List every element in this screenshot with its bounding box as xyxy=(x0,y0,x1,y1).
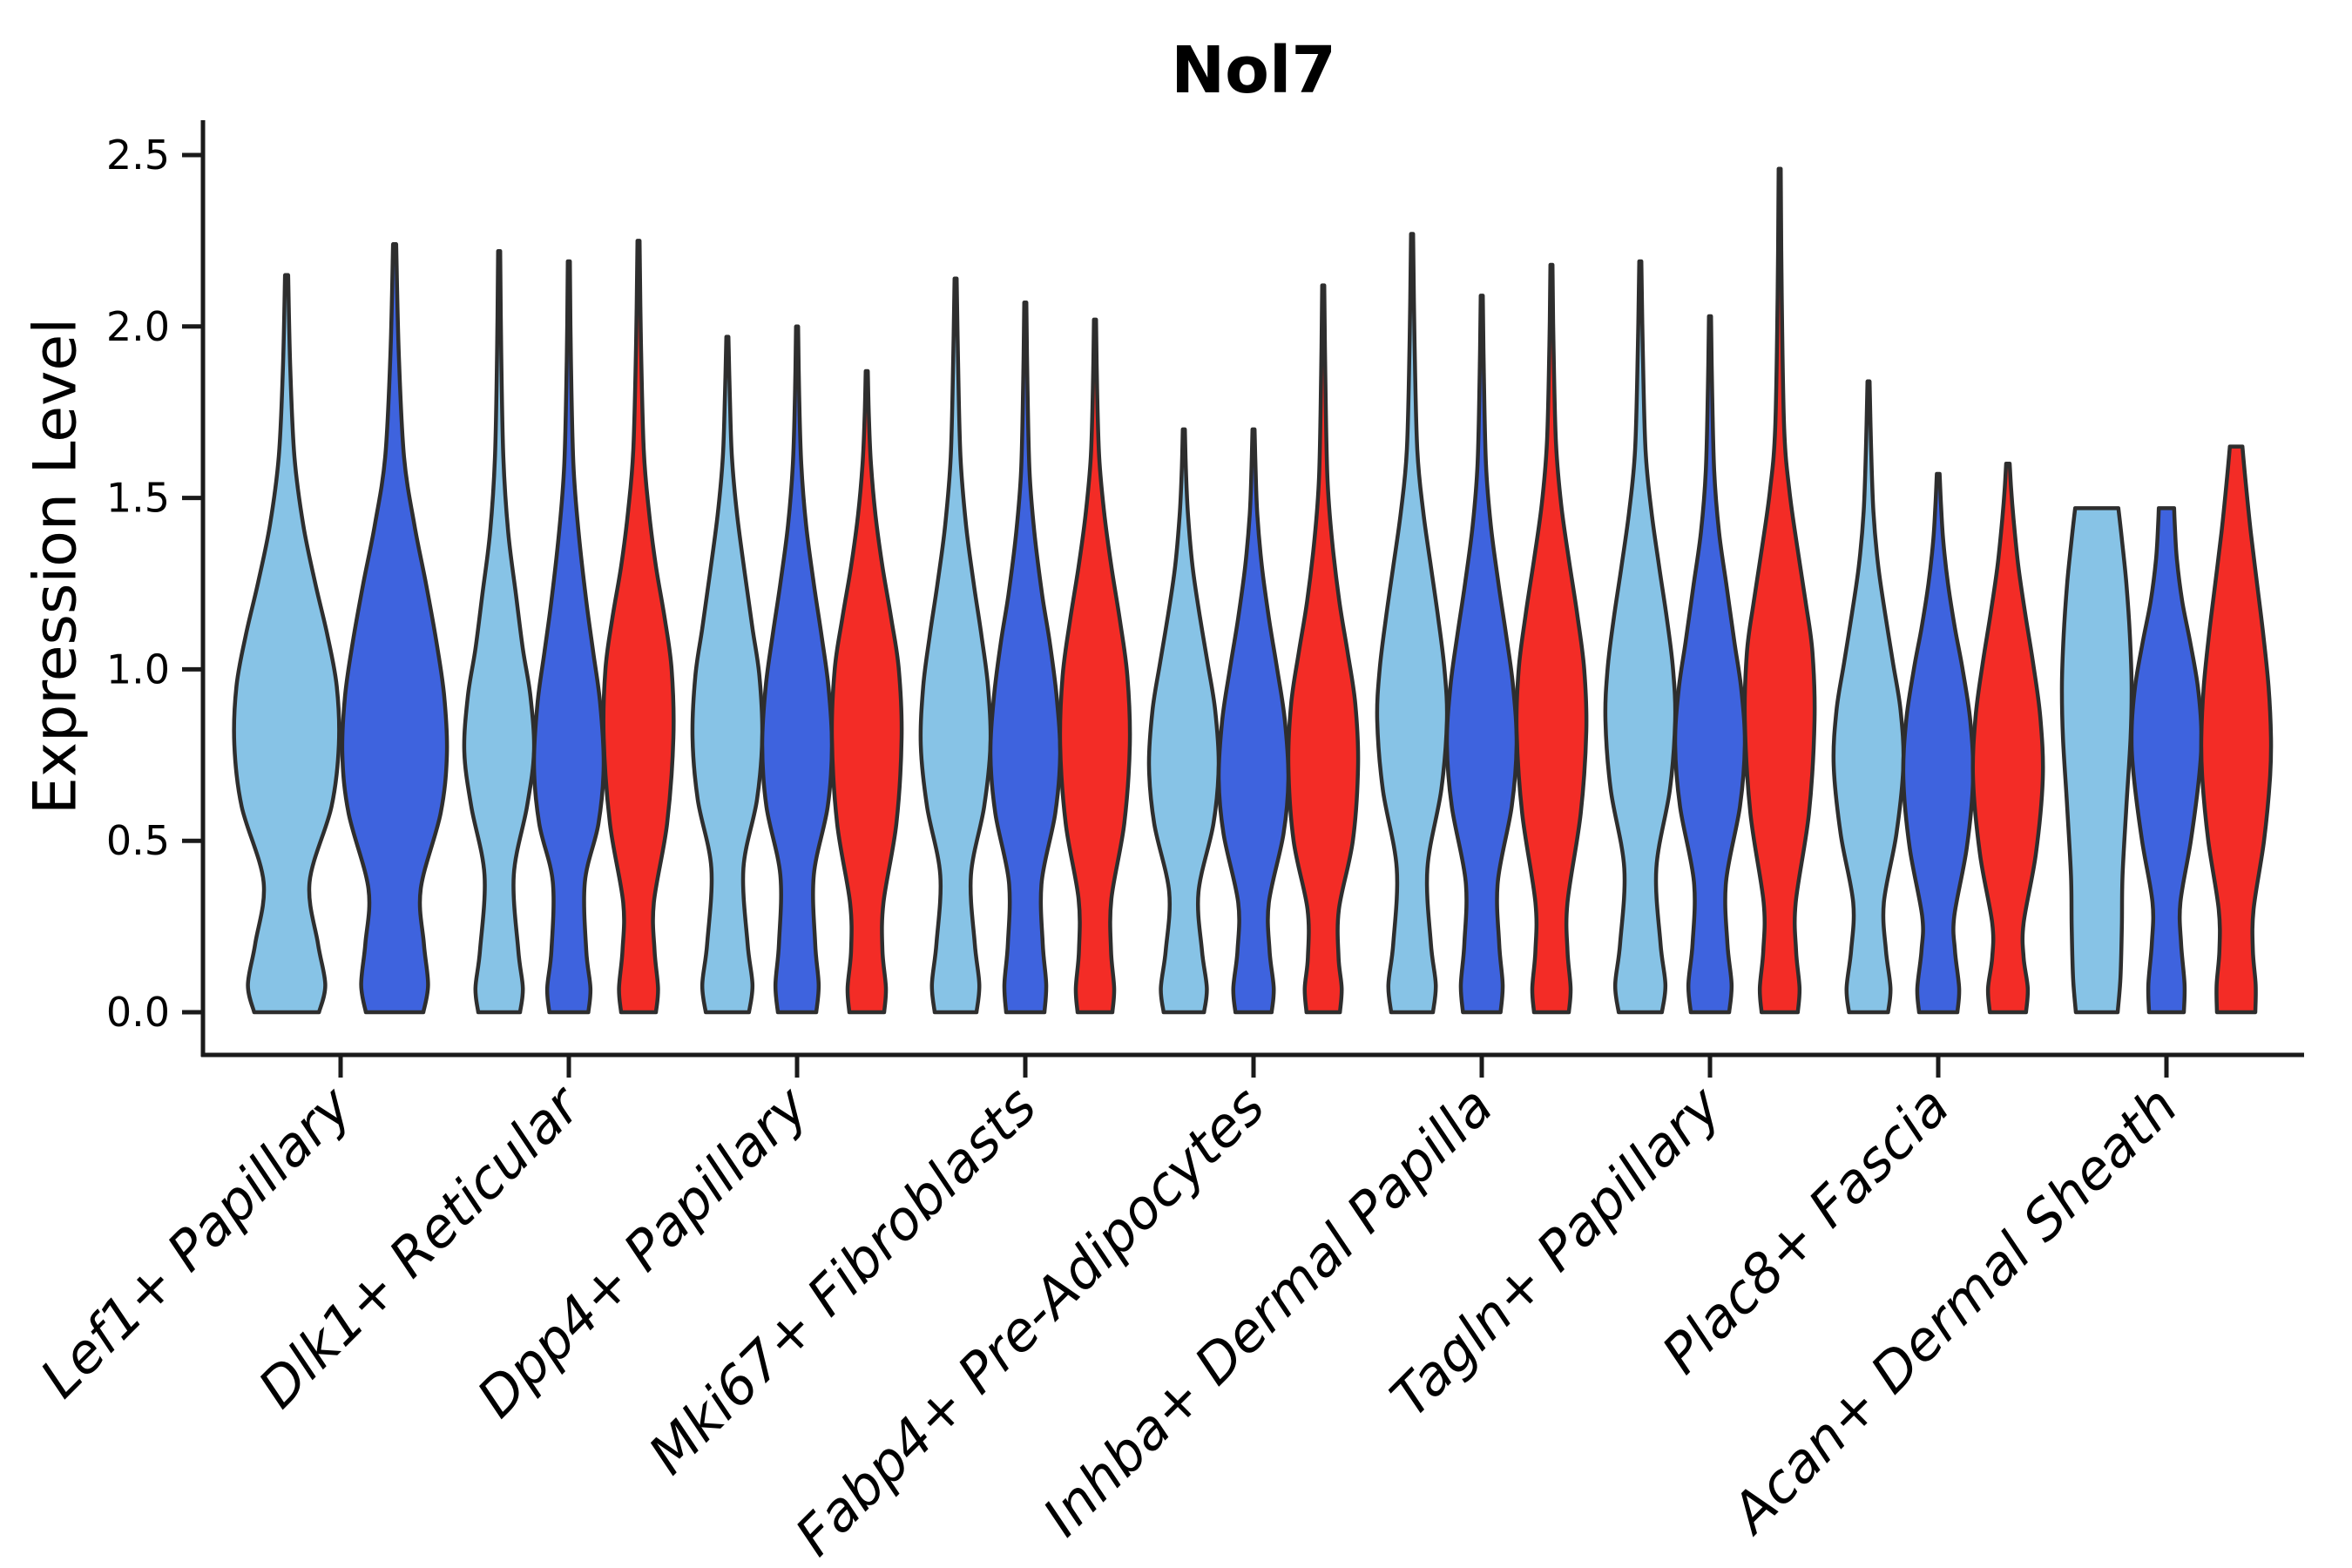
violin-4-dark_blue xyxy=(1216,427,1291,1015)
y-tick-label: 2.0 xyxy=(106,303,170,350)
y-tick-label: 0.5 xyxy=(106,817,170,864)
x-tick-label: Mki67+ Fibroblasts xyxy=(636,1074,1048,1486)
x-tick-label: Fabp4+ Pre-Adipocytes xyxy=(783,1074,1277,1568)
violin-6-red xyxy=(1742,166,1817,1015)
violin-0-dark_blue xyxy=(340,242,449,1015)
violin-3-light_blue xyxy=(918,276,993,1015)
violin-7-light_blue xyxy=(1831,379,1906,1015)
violin-7-red xyxy=(1970,461,2045,1015)
violin-7-dark_blue xyxy=(1901,471,1976,1015)
y-tick-label: 2.5 xyxy=(106,132,170,179)
violin-1-dark_blue xyxy=(531,259,606,1015)
violin-1-light_blue xyxy=(462,248,537,1015)
violin-8-dark_blue xyxy=(2129,506,2204,1015)
y-tick-label: 1.5 xyxy=(106,475,170,522)
violin-5-light_blue xyxy=(1375,232,1450,1015)
y-axis-label: Expression Level xyxy=(21,317,91,815)
violin-2-light_blue xyxy=(690,335,765,1015)
violin-2-red xyxy=(829,368,904,1015)
violin-6-light_blue xyxy=(1603,259,1678,1015)
chart-title: Nol7 xyxy=(1171,33,1336,108)
violin-0-light_blue xyxy=(232,273,341,1015)
violin-6-dark_blue xyxy=(1673,314,1747,1015)
violin-8-red xyxy=(2199,444,2274,1015)
y-tick-label: 0.0 xyxy=(106,989,170,1036)
violin-8-light_blue xyxy=(2059,506,2134,1015)
y-tick-label: 1.0 xyxy=(106,645,170,693)
violin-5-red xyxy=(1514,262,1589,1015)
violin-3-dark_blue xyxy=(988,300,1063,1015)
x-tick-label: Acan+ Dermal Sheath xyxy=(1717,1074,2190,1547)
violin-2-dark_blue xyxy=(760,324,835,1015)
violin-4-light_blue xyxy=(1146,427,1221,1015)
x-tick-label: Inhba+ Dermal Papilla xyxy=(1031,1074,1504,1548)
violin-1-red xyxy=(601,239,676,1015)
violin-3-red xyxy=(1058,317,1132,1015)
violin-5-dark_blue xyxy=(1444,294,1519,1015)
violin-4-red xyxy=(1286,283,1361,1015)
